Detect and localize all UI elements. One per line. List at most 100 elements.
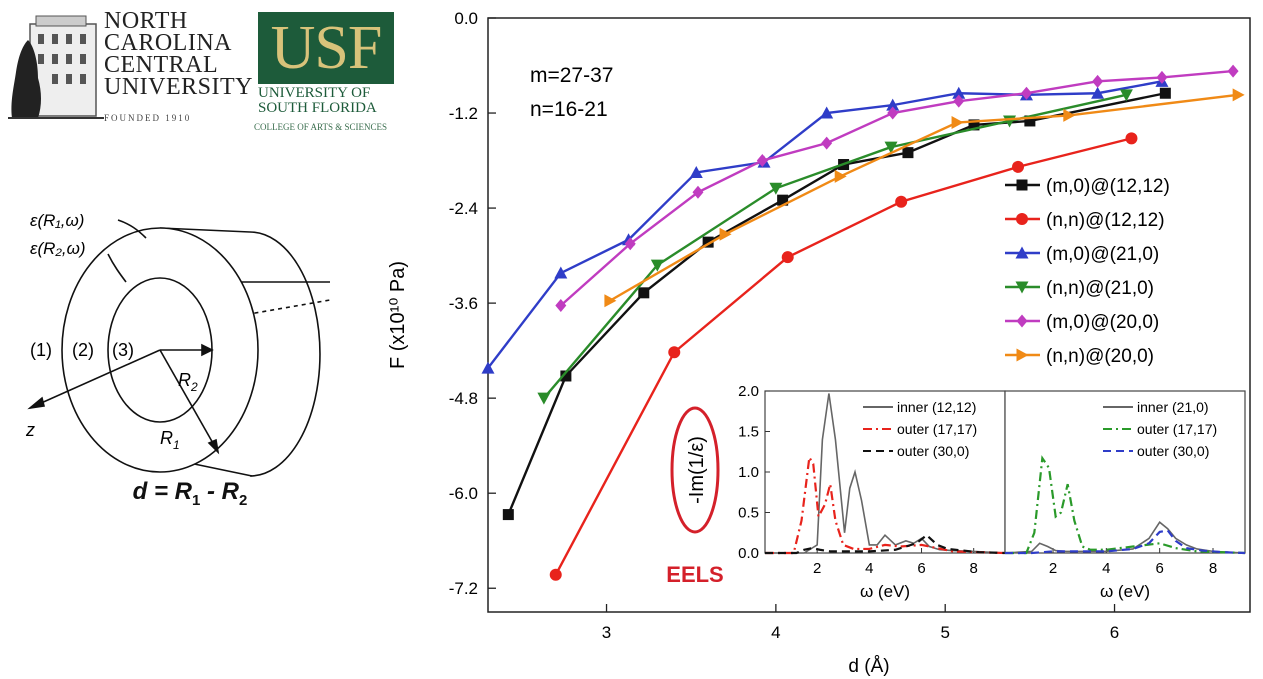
- z-axis-line: [29, 349, 161, 409]
- inset-y-axis-label: -Im(1/ε): [686, 436, 708, 504]
- inset-series-line: [765, 393, 1006, 554]
- legend-label: (n,n)@(20,0): [1046, 346, 1154, 367]
- data-point: [1232, 88, 1245, 102]
- inset-legend-label: outer (30,0): [897, 443, 969, 459]
- usf-logo-mark: USF: [258, 12, 394, 84]
- inset-x-axis-label: ω (eV): [860, 582, 910, 601]
- inset-legend-label: outer (30,0): [1137, 443, 1209, 459]
- data-point: [834, 169, 847, 183]
- data-point: [560, 370, 572, 382]
- legend-swatch-marker: [1016, 213, 1028, 225]
- x-axis-label: d (Å): [848, 656, 889, 677]
- nccu-founded-text: FOUNDED 1910: [104, 113, 192, 123]
- legend-swatch-marker: [1016, 314, 1028, 328]
- data-point: [604, 294, 617, 308]
- legend-swatch-marker: [1015, 281, 1029, 294]
- region-3-label: (3): [112, 340, 134, 360]
- data-point: [821, 136, 833, 150]
- data-point: [549, 568, 562, 581]
- data-point: [777, 194, 789, 206]
- x-tick-label: 3: [602, 623, 611, 642]
- data-point: [1125, 132, 1138, 145]
- y-tick-label: -3.6: [449, 294, 478, 313]
- data-point: [1156, 70, 1168, 84]
- data-point: [555, 298, 567, 312]
- inset-x-tick-label: 6: [1155, 560, 1163, 577]
- inset-x-tick-label: 8: [970, 560, 978, 577]
- r2-arrowhead: [201, 343, 214, 357]
- series-line: [554, 137, 1132, 576]
- data-point: [887, 106, 899, 120]
- inset-series-line: [1005, 529, 1246, 555]
- data-point: [1063, 108, 1076, 122]
- data-point: [537, 392, 551, 405]
- region-1-label: (1): [30, 340, 52, 360]
- inset-series-line: [765, 533, 1006, 555]
- inset-legend-label: inner (21,0): [1137, 399, 1209, 415]
- eps2-label: ε(R₂,ω): [30, 239, 86, 258]
- legend-label: (n,n)@(21,0): [1046, 278, 1154, 299]
- inset-x-tick-label: 4: [1102, 560, 1110, 577]
- inset-x-tick-label: 2: [1049, 560, 1057, 577]
- eels-callout-ellipse: [670, 406, 720, 534]
- data-point: [650, 259, 664, 272]
- data-point: [624, 237, 636, 251]
- inset-legend-label: inner (12,12): [897, 399, 976, 415]
- legend-label: (m,0)@(20,0): [1046, 312, 1159, 333]
- inset-x-tick-label: 8: [1209, 560, 1217, 577]
- data-point: [554, 266, 568, 279]
- inset-x-tick-label: 6: [917, 560, 925, 577]
- inset-y-tick-label: 0.5: [738, 505, 759, 522]
- outer-back-arc: [249, 231, 321, 477]
- data-point: [1020, 86, 1032, 100]
- data-point: [902, 147, 914, 159]
- legend-label: (m,0)@(12,12): [1046, 176, 1170, 197]
- inset-y-tick-label: 2.0: [738, 383, 759, 400]
- coaxial-cylinder-diagram: ε(R₁,ω) ε(R₂,ω) (1) (2) (3) R2 R1 z: [25, 211, 331, 477]
- data-point: [668, 346, 681, 359]
- data-point: [769, 182, 783, 195]
- r1-radius-line: [159, 349, 219, 453]
- x-tick-label: 4: [771, 623, 780, 642]
- y-axis-label: F (x10¹⁰ Pa): [387, 261, 409, 369]
- data-point: [968, 119, 980, 131]
- eels-label: EELS: [666, 562, 723, 587]
- r2-label: R2: [178, 370, 198, 394]
- data-point: [1024, 115, 1036, 127]
- legend-swatch-marker: [1016, 348, 1029, 362]
- data-point: [886, 98, 900, 111]
- data-point: [756, 154, 768, 168]
- inset-series-line: [1005, 455, 1246, 555]
- inset-legend-label: outer (17,17): [897, 421, 977, 437]
- data-point: [1091, 86, 1105, 99]
- inset-frame: [764, 390, 1006, 554]
- usf-wordmark: UNIVERSITY OF SOUTH FLORIDA: [258, 85, 377, 116]
- data-point: [820, 106, 834, 119]
- data-point: [1012, 160, 1025, 173]
- legend-swatch-marker: [1016, 179, 1028, 191]
- data-point: [951, 116, 964, 130]
- data-point: [502, 509, 514, 521]
- data-point: [702, 236, 714, 248]
- data-point: [1119, 89, 1133, 102]
- data-point: [481, 361, 495, 374]
- z-axis-arrowhead: [27, 396, 45, 410]
- inset-frame: [1004, 390, 1246, 554]
- region-2-label: (2): [72, 340, 94, 360]
- range-annotation: m=27-37: [530, 64, 613, 87]
- x-tick-label: 5: [940, 623, 949, 642]
- y-tick-label: -1.2: [449, 104, 478, 123]
- data-point: [1227, 64, 1239, 78]
- eps1-pointer: [117, 219, 147, 239]
- y-tick-label: -7.2: [449, 579, 478, 598]
- legend-swatch-marker: [1015, 246, 1029, 259]
- inset-series-line: [765, 454, 1006, 555]
- usf-college-text: COLLEGE OF ARTS & SCIENCES: [254, 122, 387, 132]
- range-annotation: n=16-21: [530, 98, 608, 121]
- x-tick-label: 6: [1110, 623, 1119, 642]
- legend-label: (n,n)@(12,12): [1046, 210, 1165, 231]
- data-point: [1092, 74, 1104, 88]
- data-point: [781, 251, 794, 264]
- eps2-pointer: [107, 253, 127, 283]
- r1-label: R1: [160, 428, 180, 452]
